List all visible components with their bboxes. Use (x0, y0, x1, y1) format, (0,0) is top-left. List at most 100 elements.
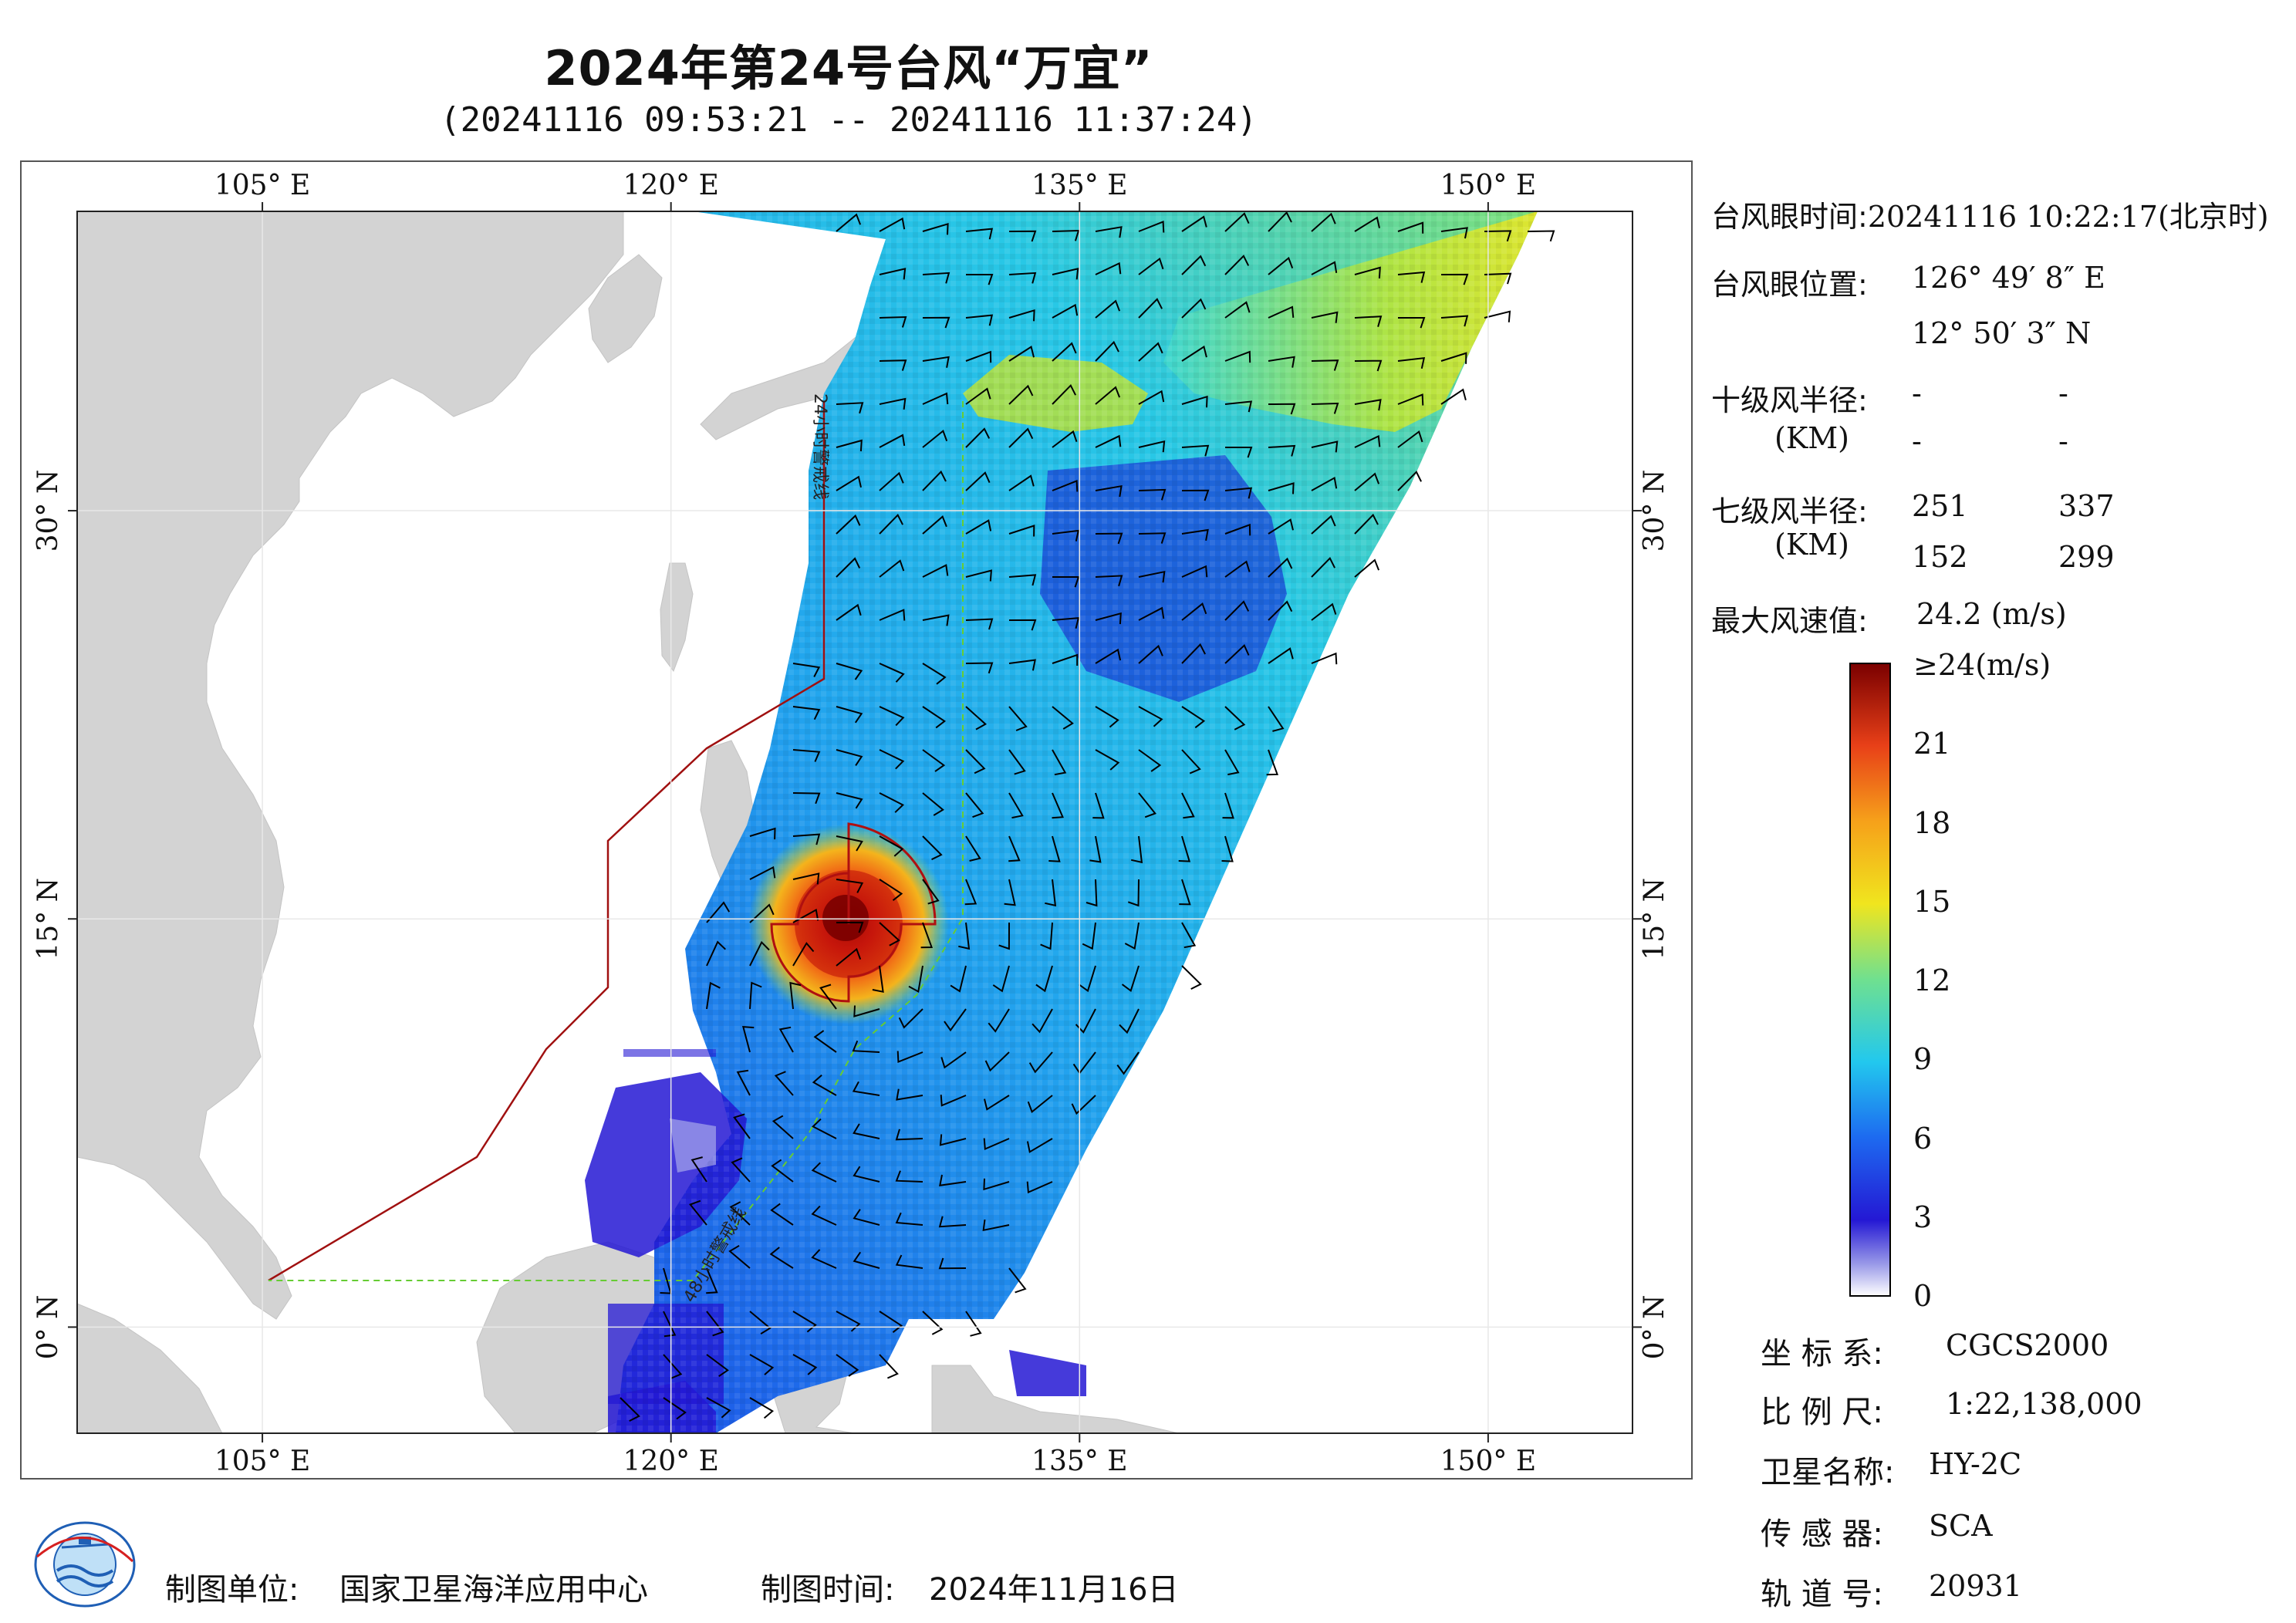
map-title: 2024年第24号台风“万宜” (544, 40, 1153, 96)
wind-barb (1354, 266, 1381, 278)
wind-barb (1179, 879, 1191, 906)
wind-barb (1224, 212, 1250, 232)
wind-barb (1181, 215, 1207, 232)
nsoas-logo (34, 1521, 136, 1608)
wind-barb (1181, 792, 1195, 819)
wind-barb (836, 439, 863, 452)
wind-barb (1440, 352, 1467, 364)
wind-barb (1268, 557, 1293, 578)
wind-barb (1095, 262, 1122, 275)
wind-barb (922, 272, 950, 284)
wind-barb (749, 827, 776, 840)
wind-barb (706, 1354, 729, 1378)
wind-barb (749, 1311, 772, 1335)
wind-barb (879, 1311, 903, 1333)
wind-barb (940, 1051, 967, 1069)
wind-barb (792, 749, 821, 762)
wind-barb (984, 1051, 1010, 1072)
wind-barb (1138, 342, 1163, 362)
wind-barb (1089, 835, 1102, 863)
wind-barb (819, 984, 837, 1010)
wind-barb (922, 392, 949, 405)
wind-barb (1008, 749, 1026, 775)
wind-barb (852, 1040, 880, 1053)
r10-nw: - (2058, 424, 2068, 458)
coord-value: CGCS2000 (1946, 1328, 2109, 1362)
wind-barb (1440, 315, 1469, 327)
wind-barb (1124, 922, 1140, 950)
wind-barb (1311, 212, 1336, 232)
legend-tick-label: 21 (1913, 727, 1951, 761)
legend-tick-label: ≥24(m/s) (1913, 648, 2051, 682)
lat-label-left: 0° N (32, 1294, 64, 1359)
wind-barb (749, 1397, 775, 1419)
wind-barb (1178, 835, 1191, 862)
wind-barb (1095, 532, 1123, 545)
wind-barb (879, 922, 900, 946)
wind-barb (749, 903, 775, 923)
wind-barb (836, 603, 862, 621)
wind-barb (964, 879, 977, 906)
wind-barb (922, 706, 947, 729)
wind-barb (749, 1354, 775, 1375)
wind-barb (1268, 482, 1295, 494)
wind-barb (1138, 749, 1162, 772)
wind-barb (922, 663, 947, 685)
wind-barb (1026, 1138, 1053, 1153)
wind-barb (1181, 528, 1209, 541)
wind-barb (922, 1311, 944, 1335)
wind-barb (620, 1397, 640, 1422)
wind-barb (1095, 706, 1119, 728)
wind-barb (922, 564, 949, 578)
sensor-label: 传 感 器: (1761, 1517, 1883, 1552)
wind-barb (836, 835, 863, 852)
wind-barb (1052, 706, 1074, 730)
lon-label-top: 150° E (1440, 170, 1536, 201)
wind-barb (706, 1311, 724, 1337)
wind-barb (1052, 576, 1080, 588)
wind-barb (1048, 835, 1061, 862)
wind-barb (1268, 647, 1294, 664)
wind-barb (1095, 575, 1123, 587)
wind-barb (940, 1095, 967, 1107)
wind-barb (852, 1081, 880, 1096)
wind-barb (879, 663, 905, 683)
wind-barb (1008, 309, 1035, 322)
wind-barb (836, 921, 864, 933)
legend-tick-label: 15 (1913, 884, 1951, 919)
wind-barb (836, 213, 862, 232)
wind-barb (706, 1397, 731, 1419)
legend-tick-label: 6 (1913, 1121, 1933, 1156)
wind-barb (1138, 488, 1167, 501)
wind-speed-swath (585, 211, 1538, 1433)
wind-barb (965, 471, 991, 491)
wind-barb (965, 1311, 982, 1337)
wind-barb (965, 350, 992, 363)
wind-barb (1138, 606, 1165, 621)
lat-label-right: 30° N (1639, 470, 1670, 552)
orbit-label: 轨 道 号: (1761, 1577, 1883, 1612)
wind-barb (1397, 356, 1426, 369)
wind-barb (1221, 835, 1234, 862)
wind-barb (939, 1174, 967, 1186)
orbit-value: 20931 (1929, 1569, 2022, 1603)
wind-barb (792, 872, 820, 885)
eye-lon-value: 126° 49′ 8″ E (1912, 261, 2105, 295)
wind-barb (812, 1118, 837, 1139)
wind-barb (879, 609, 906, 621)
wind-barb (1075, 1008, 1096, 1034)
wind-barb (1127, 879, 1140, 907)
wind-barb (778, 1026, 794, 1053)
wind-barb (706, 940, 726, 967)
wind-barb (1484, 230, 1512, 242)
wind-barb (1268, 403, 1296, 415)
wind-barb (1079, 965, 1096, 993)
wind-barb (1008, 272, 1037, 284)
wind-barb (1224, 350, 1251, 363)
wind-barb (1138, 298, 1163, 319)
coord-label: 坐 标 系: (1761, 1336, 1883, 1372)
wind-barb (1138, 221, 1165, 233)
wind-barb (1004, 879, 1016, 906)
wind-barb (853, 1251, 880, 1269)
